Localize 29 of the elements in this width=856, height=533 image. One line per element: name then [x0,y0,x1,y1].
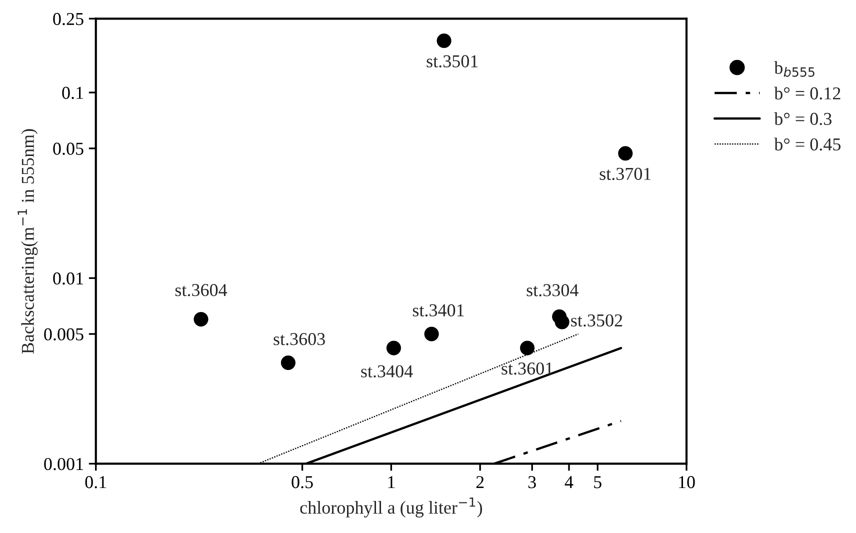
y-tick-label: 0.005 [44,328,84,341]
x-tick-label: 3 [528,476,536,488]
legend-label: b° = 0.3 [774,112,832,126]
x-tick-label: 2 [476,476,484,488]
annotation: st.3502 [571,314,622,327]
y-tick-label: 0.05 [53,142,84,155]
legend-label: b$_{b555}$ [774,61,814,77]
annotation: st.3404 [361,365,413,378]
annotation: st.3304 [526,284,578,296]
legend-label: b° = 0.45 [774,138,841,151]
annotation: st.3603 [274,332,325,346]
annotation: st.3701 [600,168,651,180]
x-tick-label: 0.1 [85,476,106,488]
annotation: st.3501 [426,55,478,68]
y-tick-label: 0.25 [53,12,84,26]
y-tick-label: 0.01 [53,272,83,285]
x-tick-label: 10 [679,476,695,488]
annotation: st.3401 [412,304,464,317]
x-axis-title: chlorophyll a (ug liter$^{−1}$) [300,497,482,518]
x-tick-label: 1 [388,476,395,488]
x-tick-label: 5 [594,476,602,488]
x-tick-label: 4 [564,476,574,488]
y-tick-label: 0.001 [44,458,83,470]
y-tick-label: 0.1 [62,86,83,100]
annotation: st.3604 [175,284,228,296]
annotation: st.3601 [502,362,553,375]
y-axis-title: Backscattering(m$^{−1}$ in 555nm) [18,129,38,354]
x-tick-label: 0.5 [292,476,313,488]
legend-label: b° = 0.12 [774,86,840,100]
